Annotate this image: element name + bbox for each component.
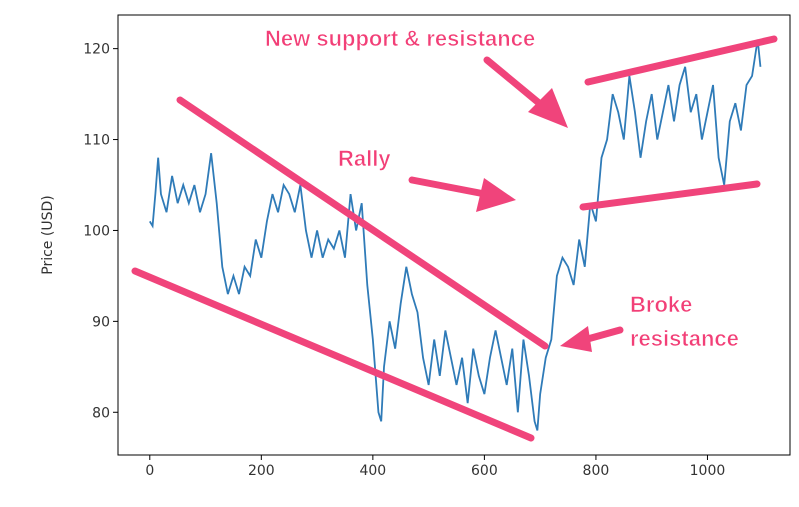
- y-tick-label: 80: [92, 405, 110, 421]
- y-tick-label: 110: [83, 133, 110, 149]
- y-tick-label: 100: [83, 223, 110, 239]
- channel-top: [584, 35, 778, 86]
- arrow-head: [528, 88, 568, 128]
- annotation: New support & resistance: [265, 26, 535, 51]
- y-tick-label: 120: [83, 42, 110, 58]
- x-tick-label: 600: [471, 463, 498, 479]
- x-tick-label: 800: [583, 463, 610, 479]
- plot: 0 200 400 600 800 1000 80 90 100 110 120: [83, 39, 762, 479]
- annotation: Rally: [338, 146, 391, 171]
- plot-frame: [117, 14, 791, 456]
- arrow-head: [560, 326, 592, 352]
- y-tick-label: 90: [92, 314, 110, 330]
- channel-bottom: [579, 180, 761, 211]
- annotation: Broke: [630, 292, 692, 317]
- arrow: [408, 176, 494, 199]
- x-tick-label: 0: [145, 463, 154, 479]
- arrow-head: [476, 178, 516, 212]
- arrow: [483, 56, 549, 112]
- support-line: [131, 267, 535, 442]
- x-tick-label: 400: [359, 463, 386, 479]
- x-tick-label: 200: [248, 463, 275, 479]
- resistance-line: [176, 96, 549, 350]
- arrow: [580, 326, 624, 344]
- annotations: New support & resistance Rally Broke res…: [131, 26, 778, 442]
- annotation: resistance: [630, 326, 739, 351]
- price-line: [149, 39, 762, 431]
- y-axis-label: Price (USD): [40, 195, 56, 274]
- x-tick-label: 1000: [690, 463, 726, 479]
